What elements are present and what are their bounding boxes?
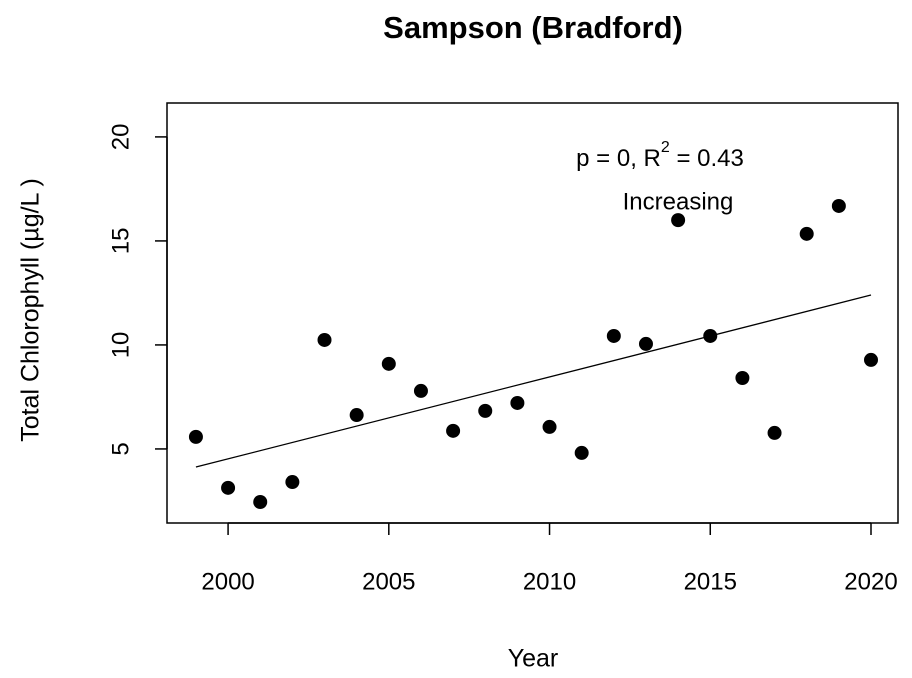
x-tick-label: 2020 xyxy=(844,568,897,595)
data-point xyxy=(831,198,846,213)
plot-frame xyxy=(166,102,899,524)
data-point xyxy=(253,494,268,509)
data-point xyxy=(478,403,493,418)
data-point xyxy=(221,480,236,495)
annotation-text: p = 0, R xyxy=(576,145,661,172)
chart-title: Sampson (Bradford) xyxy=(383,10,683,45)
data-point xyxy=(703,328,718,343)
data-point xyxy=(863,352,878,367)
data-point xyxy=(542,419,557,434)
annotation-superscript: 2 xyxy=(661,139,670,156)
y-tick-label: 10 xyxy=(107,332,134,359)
annotation: p = 0, R2 = 0.43 xyxy=(576,139,744,172)
data-point xyxy=(574,445,589,460)
x-tick-label: 2000 xyxy=(201,568,254,595)
data-point xyxy=(285,475,300,490)
y-axis-label: Total Chlorophyll (µg/L ) xyxy=(17,178,45,442)
data-point xyxy=(381,356,396,371)
annotation-text: = 0.43 xyxy=(670,145,744,172)
data-point xyxy=(735,371,750,386)
trend-line xyxy=(195,294,872,468)
data-point xyxy=(510,395,525,410)
data-point xyxy=(317,332,332,347)
x-tick-label: 2015 xyxy=(684,568,737,595)
data-point xyxy=(638,336,653,351)
x-tick-label: 2005 xyxy=(362,568,415,595)
data-point xyxy=(446,423,461,438)
y-tick-label: 5 xyxy=(107,442,134,455)
data-point xyxy=(606,328,621,343)
data-point xyxy=(671,213,686,228)
data-point xyxy=(349,408,364,423)
data-point xyxy=(413,383,428,398)
data-point xyxy=(188,429,203,444)
y-tick-label: 15 xyxy=(107,228,134,255)
annotation: Increasing xyxy=(623,188,734,215)
data-point xyxy=(799,226,814,241)
y-tick-label: 20 xyxy=(107,124,134,151)
x-axis-label: Year xyxy=(508,645,559,673)
x-tick-label: 2010 xyxy=(523,568,576,595)
data-point xyxy=(767,425,782,440)
